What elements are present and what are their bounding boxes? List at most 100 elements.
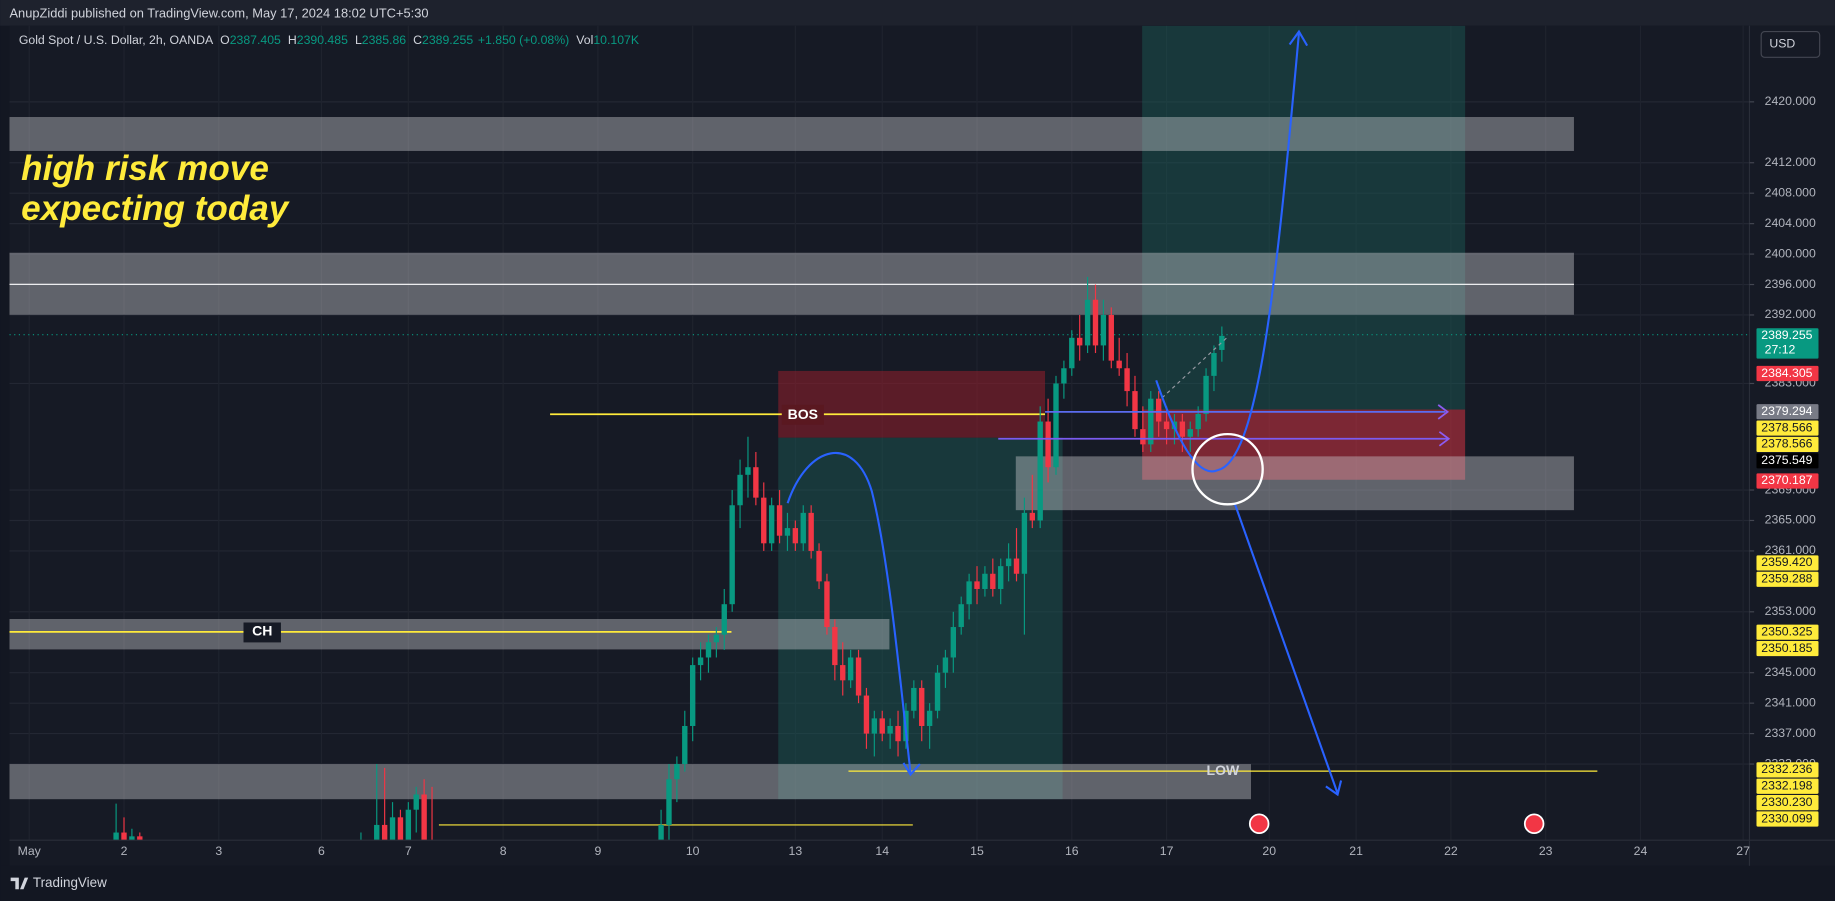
legend-key: L xyxy=(355,33,362,47)
candle-body xyxy=(1013,558,1020,574)
candle-body xyxy=(832,627,838,666)
legend-value: 2385.86 xyxy=(362,33,407,47)
candle-body xyxy=(761,497,767,544)
candle-body xyxy=(950,627,957,658)
arrow-head xyxy=(1325,780,1343,797)
price-tag-label: 2359.288 xyxy=(1761,572,1812,586)
candle-body xyxy=(966,581,972,605)
candle-body xyxy=(381,824,388,841)
price-tag-label: 2375.549 xyxy=(1761,453,1812,467)
currency-button[interactable] xyxy=(1760,31,1821,58)
candle-body xyxy=(1140,429,1146,445)
candle-body xyxy=(1005,558,1012,567)
price-tag xyxy=(1756,473,1819,489)
candle-body xyxy=(990,573,996,589)
arrow-head xyxy=(1437,404,1450,420)
x-tick-label: 21 xyxy=(1349,844,1363,858)
x-tick-label: 14 xyxy=(875,844,889,858)
price-tag-label: 2330.099 xyxy=(1761,811,1812,825)
candle-body xyxy=(413,794,419,810)
y-tick-label: 2365.000 xyxy=(1765,513,1816,527)
y-tick-label: 2400.000 xyxy=(1765,246,1816,260)
y-tick-label: 2392.000 xyxy=(1765,307,1816,321)
candle-body xyxy=(887,725,893,734)
x-tick-label: May xyxy=(18,844,42,858)
price-tag-label: 2350.325 xyxy=(1761,624,1812,638)
candle-body xyxy=(816,550,822,582)
candle-body xyxy=(705,642,712,658)
candle-body xyxy=(405,809,412,841)
candle-body xyxy=(1163,421,1170,430)
label-bg xyxy=(781,404,824,425)
label-bg xyxy=(243,622,281,643)
path-arrow xyxy=(786,452,912,773)
x-tick-label: 27 xyxy=(1736,844,1750,858)
candle-body xyxy=(737,474,743,506)
y-tick-label: 2337.000 xyxy=(1765,726,1816,740)
candle-body xyxy=(768,505,775,544)
y-tick-label: 2396.000 xyxy=(1765,277,1816,291)
headline: expecting today xyxy=(21,189,290,228)
legend-value: 2387.405 xyxy=(230,33,281,47)
candle-body xyxy=(871,718,878,734)
price-tag xyxy=(1756,762,1819,778)
logo xyxy=(10,877,29,890)
overlay: BOS CH LOW high risk move expecting toda… xyxy=(21,29,1545,835)
candle-body xyxy=(879,718,885,734)
candle-body xyxy=(1021,512,1028,574)
x-tick-label: 16 xyxy=(1065,844,1079,858)
candle-body xyxy=(697,657,704,666)
price-tag xyxy=(1756,404,1819,420)
price-tag-label: 2384.305 xyxy=(1761,366,1812,380)
bos-label: BOS xyxy=(788,406,818,422)
legend-change: +1.850 (+0.08%) xyxy=(478,33,569,47)
candle-body xyxy=(824,581,830,628)
candle-body xyxy=(374,824,380,841)
event-icon[interactable] xyxy=(1248,813,1270,835)
legend-key: C xyxy=(413,33,422,47)
x-tick-label: 3 xyxy=(215,844,222,858)
candle-body xyxy=(1179,421,1186,437)
price-tag xyxy=(1756,795,1819,811)
legend-key: Vol xyxy=(576,33,593,47)
x-tick-label: 13 xyxy=(789,844,803,858)
legend-key: H xyxy=(288,33,297,47)
candle-body xyxy=(998,566,1004,589)
x-tick-label: 22 xyxy=(1444,844,1458,858)
y-tick-label: 2408.000 xyxy=(1765,185,1816,199)
candle-body xyxy=(389,817,396,841)
low-label: LOW xyxy=(1207,762,1240,778)
candle-body xyxy=(745,467,751,475)
legend-value: 2389.255 xyxy=(422,33,473,47)
candle-body xyxy=(129,836,135,841)
price-tag xyxy=(1756,555,1819,571)
candle-body xyxy=(1124,368,1130,392)
candle-body xyxy=(1132,391,1138,430)
candle-body xyxy=(1045,421,1051,468)
candle-body xyxy=(863,695,870,734)
candle-body xyxy=(982,573,988,589)
x-tick-label: 23 xyxy=(1539,844,1553,858)
candle-body xyxy=(855,657,862,696)
candle-body xyxy=(792,528,799,544)
supply-zone xyxy=(9,252,1574,315)
candle-body xyxy=(1069,337,1075,369)
candle-body xyxy=(958,604,964,628)
candle-body xyxy=(1219,335,1225,350)
price-tag-label: 2389.255 xyxy=(1761,328,1812,342)
candle-body xyxy=(800,512,806,544)
candle-body xyxy=(729,505,735,605)
price-tag xyxy=(1756,571,1819,587)
candle-body xyxy=(895,725,901,742)
event-icon[interactable] xyxy=(1523,813,1545,835)
candle-body xyxy=(1061,368,1067,384)
currency[interactable]: USD xyxy=(1769,37,1795,51)
footer: TradingView xyxy=(33,875,107,890)
candle-body xyxy=(421,794,427,841)
candle-body xyxy=(121,832,127,841)
footer-bar xyxy=(0,865,1835,901)
price-tag xyxy=(1756,778,1819,794)
y-tick-label: 2345.000 xyxy=(1765,665,1816,679)
